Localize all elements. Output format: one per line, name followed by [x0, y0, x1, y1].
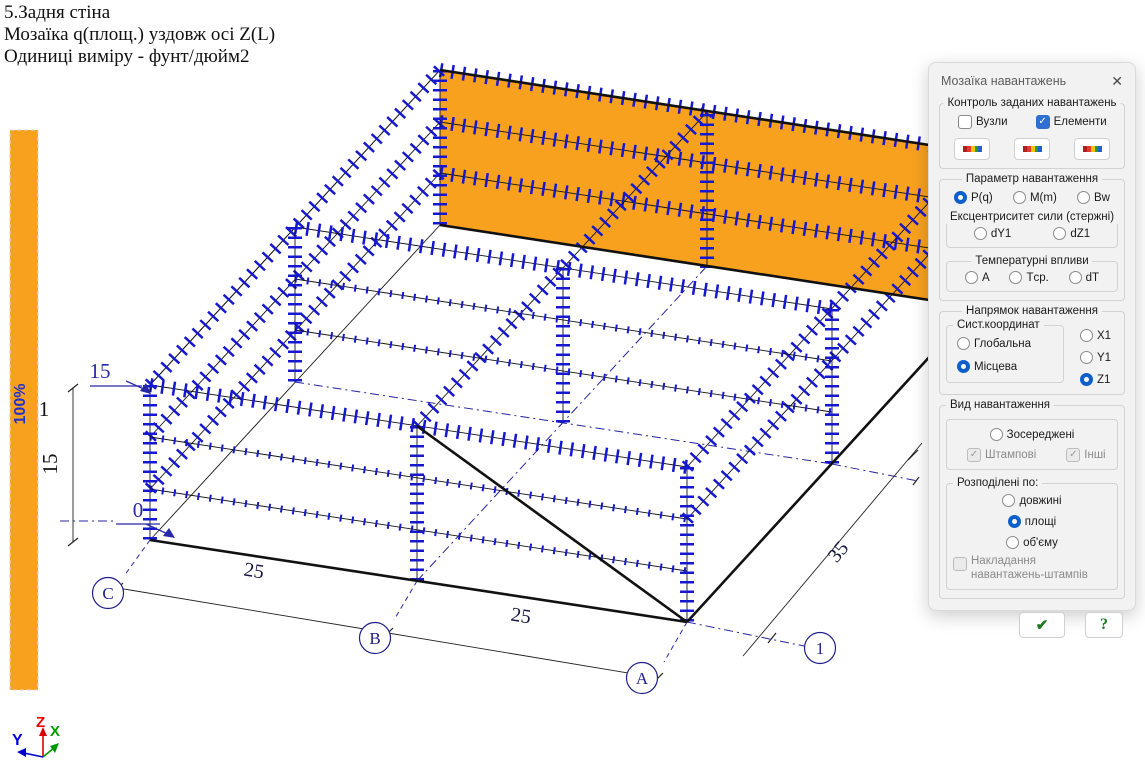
svg-text:B: B — [369, 629, 380, 648]
dim-story-height: 15 — [38, 454, 62, 475]
radio-x1[interactable]: X1 — [1080, 329, 1111, 342]
radio-temp-dt[interactable]: dT — [1068, 271, 1099, 284]
radio-bw[interactable]: Bw — [1077, 191, 1110, 204]
group-distributed: Розподілені по: довжині площі об'єму Нак… — [946, 476, 1118, 590]
group-eccentricity-label: Ексцентриситет сили (стержні) — [945, 210, 1119, 224]
axis-bubble-1: 1 — [803, 631, 837, 665]
other-checkbox[interactable]: ✓ Інші — [1066, 448, 1106, 462]
radio-by-area[interactable]: площі — [1007, 515, 1056, 528]
header-line-3: Одиниці виміру - фунт/дюйм2 — [4, 46, 250, 67]
dim-top-offset: 15 — [90, 359, 111, 383]
group-load-parameter-label: Параметр навантаження — [961, 172, 1103, 186]
mosaic-display-button-3[interactable] — [1074, 138, 1110, 160]
axis-bubbles: C B A 1 — [91, 576, 837, 695]
radio-mm[interactable]: M(m) — [1012, 191, 1057, 204]
radio-pq[interactable]: P(q) — [954, 191, 993, 204]
dimension-annotations — [90, 380, 171, 536]
radio-z1[interactable]: Z1 — [1080, 373, 1111, 386]
overlay-stamps-checkbox[interactable]: Накладання навантажень-штампів — [953, 555, 1111, 583]
coordinate-triad: Z X Y — [12, 714, 60, 758]
dimension-arrowheads — [140, 383, 175, 538]
stamp-checkbox[interactable]: ✓ Штампові — [967, 448, 1036, 462]
load-scale-bar — [9, 129, 39, 691]
group-coord-system-label: Сист.координат — [953, 318, 1044, 332]
dim-zero-level: 0 — [133, 498, 144, 522]
x-axis-arrow — [50, 743, 59, 753]
dialog-title: Мозаїка навантажень — [941, 74, 1067, 88]
radio-by-length[interactable]: довжині — [1002, 494, 1062, 507]
y-axis-label: Y — [12, 732, 23, 749]
group-temperature-label: Температурні впливи — [971, 254, 1093, 268]
radio-temp-tcp[interactable]: Tср. — [1009, 271, 1049, 284]
apply-button[interactable]: ✔ — [1019, 611, 1065, 638]
dim-span-ba: 25 — [509, 604, 532, 629]
model-members-and-loads — [143, 63, 981, 624]
help-button[interactable]: ? — [1085, 611, 1123, 638]
color-scale-icon — [1022, 146, 1042, 152]
color-scale-icon — [1082, 146, 1102, 152]
color-scale-icon — [962, 146, 982, 152]
group-coord-system: Сист.координат Глобальна Місцева — [946, 318, 1064, 383]
close-icon[interactable]: ✕ — [1111, 72, 1123, 89]
nodes-checkbox[interactable]: Вузли — [958, 115, 1008, 129]
group-temperature: Температурні впливи A Tср. dT — [946, 254, 1118, 292]
group-load-direction-label: Напрямок навантаження — [962, 304, 1102, 318]
group-load-parameter: Параметр навантаження P(q) M(m) Bw Ексце… — [939, 172, 1125, 301]
subgroup-concentrated: Зосереджені ✓ Штампові ✓ Інші — [946, 419, 1118, 470]
dialog-title-bar[interactable]: Мозаїка навантажень ✕ — [941, 71, 1123, 91]
header-line-1: 5.Задня стіна — [4, 2, 111, 23]
x-axis-label: X — [50, 723, 60, 740]
axis-bubble-c: C — [91, 576, 125, 610]
radio-by-volume[interactable]: об'єму — [1006, 536, 1058, 549]
header-line-2: Мозаїка q(площ.) уздовж осі Z(L) — [4, 24, 276, 45]
z-axis-arrow — [39, 727, 47, 736]
mosaic-display-button-1[interactable] — [954, 138, 990, 160]
group-load-control-label: Контроль заданих навантажень — [943, 96, 1121, 110]
story-number: 1 — [39, 397, 50, 421]
svg-text:C: C — [102, 584, 113, 603]
dim-span-cb: 25 — [242, 559, 265, 584]
radio-y1[interactable]: Y1 — [1080, 351, 1111, 364]
radio-local[interactable]: Місцева — [957, 360, 1063, 373]
group-eccentricity: Ексцентриситет сили (стержні) dY1 dZ1 — [945, 210, 1119, 248]
highlighted-back-wall[interactable] — [440, 70, 975, 307]
mosaic-display-button-2[interactable] — [1014, 138, 1050, 160]
scale-bar-value: 100% — [12, 384, 29, 425]
view-header: 5.Задня стіна Мозаїка q(площ.) уздовж ос… — [4, 2, 275, 68]
load-mosaic-dialog: Мозаїка навантажень ✕ Контроль заданих н… — [928, 62, 1136, 638]
elements-checkbox[interactable]: ✓ Елементи — [1035, 115, 1107, 129]
z-axis-label: Z — [36, 714, 45, 731]
group-load-control: Контроль заданих навантажень Вузли ✓ Еле… — [939, 96, 1125, 169]
group-load-kind: Вид навантаження Зосереджені ✓ Штампові … — [939, 398, 1125, 599]
elements-checkbox-box[interactable]: ✓ — [1035, 115, 1050, 129]
axis-bubble-a: A — [625, 661, 659, 695]
svg-text:1: 1 — [816, 639, 825, 658]
dim-depth: 35 — [824, 537, 854, 566]
axis-bubble-b: B — [358, 621, 392, 655]
y-axis-arrow — [17, 748, 26, 757]
radio-concentrated[interactable]: Зосереджені — [989, 428, 1074, 441]
group-load-direction: Напрямок навантаження Сист.координат Гло… — [939, 304, 1125, 395]
group-load-kind-label: Вид навантаження — [946, 398, 1055, 412]
radio-dy1[interactable]: dY1 — [973, 227, 1011, 240]
radio-temp-a[interactable]: A — [965, 271, 990, 284]
radio-dz1[interactable]: dZ1 — [1053, 227, 1090, 240]
svg-text:A: A — [636, 669, 649, 688]
radio-global[interactable]: Глобальна — [957, 337, 1063, 350]
dimension-labels: 15 0 15 1 25 25 35 — [38, 359, 853, 629]
nodes-checkbox-box[interactable] — [958, 115, 972, 129]
group-distributed-label: Розподілені по: — [953, 476, 1043, 490]
